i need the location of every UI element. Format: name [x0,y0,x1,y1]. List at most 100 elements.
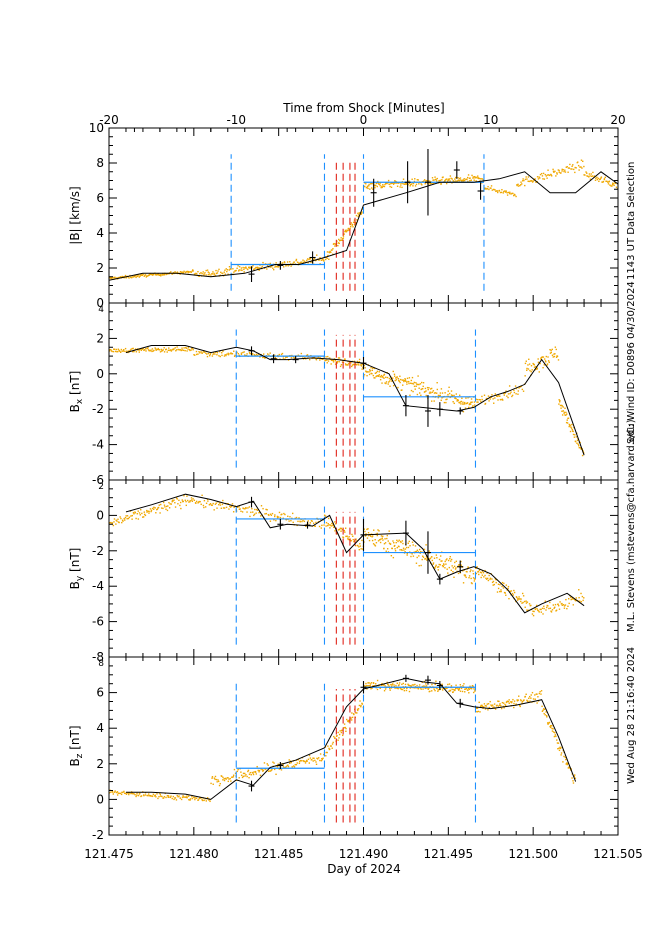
scatter-point [348,229,350,231]
scatter-point [555,175,557,177]
scatter-point [472,176,474,178]
scatter-point [234,772,237,775]
scatter-point [461,403,464,405]
scatter-point [506,700,509,702]
scatter-point [498,700,500,703]
scatter-point [477,175,479,177]
scatter-point [398,545,400,548]
scatter-point [540,611,543,613]
scatter-point [531,180,533,182]
scatter-point [309,522,312,524]
scatter-point [536,176,539,178]
scatter-point [249,352,251,355]
scatter-point [390,186,393,188]
scatter-point [365,682,367,685]
scatter-point [464,401,466,404]
scatter-point [206,355,209,358]
scatter-point [526,601,529,603]
scatter-point [160,503,162,506]
scatter-point [291,766,293,768]
scatter-point [483,576,485,578]
scatter-point [333,242,335,245]
y-tick-label: 0 [96,296,104,310]
scatter-point [516,700,519,702]
scatter-point [475,180,477,182]
scatter-point [428,550,430,552]
scatter-point [394,180,396,182]
scatter-point [475,707,478,709]
scatter-point [290,357,293,359]
scatter-point [121,521,123,524]
scatter-point [229,352,231,355]
y-tick-label: 8 [96,156,104,170]
scatter-point [532,180,535,182]
scatter-point [180,798,183,801]
scatter-point [367,685,369,687]
scatter-point [447,179,450,181]
scatter-point [480,576,482,579]
scatter-point [151,348,154,350]
scatter-point [345,730,347,732]
scatter-point [210,273,213,275]
scatter-point [501,701,504,704]
scatter-point [416,549,419,551]
scatter-point [406,381,408,383]
scatter-point [272,267,274,269]
scatter-point [392,377,394,379]
scatter-point [209,353,211,356]
scatter-point [422,685,425,687]
scatter-point [369,685,371,687]
scatter-point [414,388,416,390]
scatter-point [339,365,342,368]
scatter-point [237,768,239,771]
scatter-point [210,275,212,277]
scatter-point [240,510,242,512]
scatter-point [424,558,427,560]
scatter-point [326,257,328,259]
scatter-point [525,600,527,602]
scatter-point [241,511,244,513]
scatter-point [430,387,433,390]
scatter-point [560,172,562,174]
scatter-point [143,275,145,277]
scatter-point [236,351,238,354]
scatter-point [287,265,289,267]
scatter-point [458,687,461,690]
scatter-point [511,192,513,195]
scatter-point [313,356,316,359]
scatter-point [325,751,328,754]
scatter-point [319,759,321,762]
scatter-point [152,350,154,352]
scatter-point [450,569,453,571]
scatter-point [547,169,549,171]
scatter-point [540,358,542,360]
scatter-point [580,159,583,161]
scatter-point [410,389,413,392]
scatter-point [362,548,364,550]
scatter-point [389,543,392,545]
scatter-point [237,270,240,272]
scatter-point [565,763,567,765]
scatter-point [386,548,389,550]
scatter-point [255,266,257,269]
scatter-point [361,703,364,705]
scatter-point [290,520,292,522]
scatter-point [220,271,222,274]
scatter-point [226,353,228,355]
scatter-point [422,385,424,388]
scatter-point [117,518,119,520]
scatter-point [357,544,359,547]
scatter-point [438,180,440,182]
scatter-point [142,516,145,518]
scatter-point [312,757,314,759]
scatter-point [167,349,170,352]
scatter-point [493,706,495,708]
scatter-point [532,698,535,700]
scatter-point [130,348,132,351]
scatter-point [545,711,547,713]
scatter-point [393,684,395,686]
scatter-point [417,551,419,553]
scatter-point [251,354,253,356]
scatter-point [401,540,404,542]
scatter-point [398,539,400,541]
